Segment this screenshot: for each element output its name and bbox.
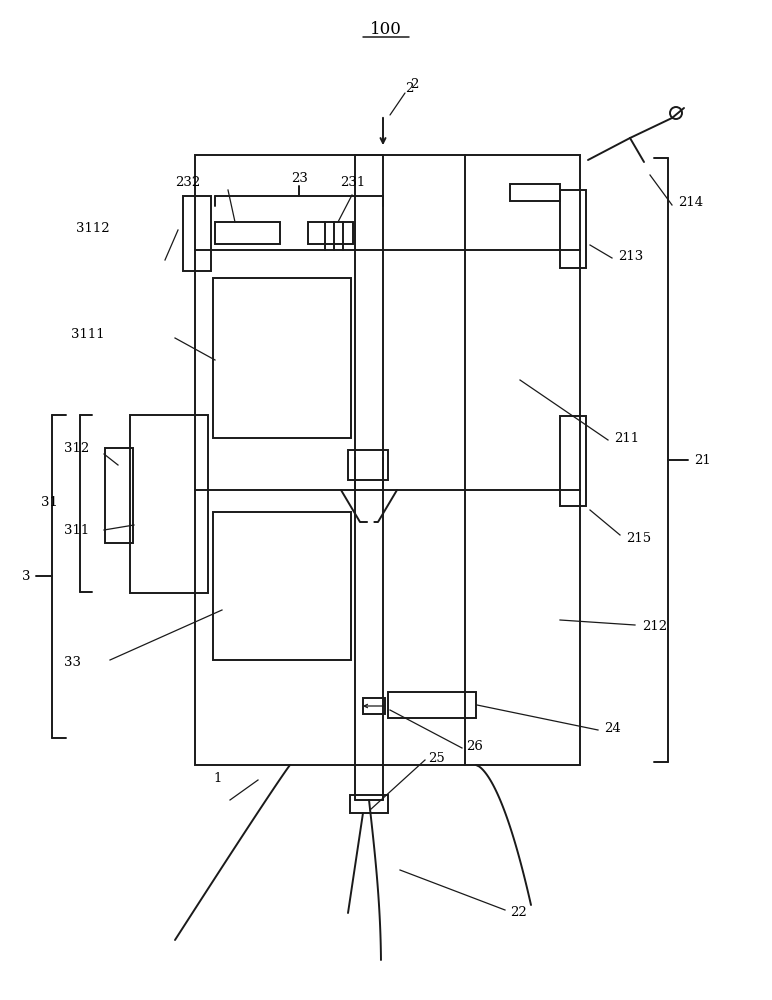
Text: 21: 21	[694, 454, 711, 466]
Text: 33: 33	[64, 656, 81, 668]
Text: 214: 214	[678, 196, 703, 209]
Text: 3111: 3111	[71, 328, 105, 342]
Bar	[388, 692, 476, 718]
Bar	[195, 155, 580, 765]
Text: 212: 212	[642, 620, 667, 634]
Text: 26: 26	[466, 740, 482, 752]
Bar	[213, 512, 351, 660]
Text: 25: 25	[428, 752, 445, 764]
Text: 1: 1	[214, 772, 222, 784]
Text: 311: 311	[64, 524, 90, 536]
Bar	[105, 448, 133, 543]
Bar	[350, 795, 388, 813]
Text: 24: 24	[604, 722, 621, 734]
Bar	[560, 416, 586, 506]
Bar	[213, 278, 351, 438]
Text: 3112: 3112	[76, 222, 110, 234]
Bar	[348, 450, 388, 480]
Bar	[308, 222, 353, 244]
Bar	[130, 415, 208, 593]
Text: 3: 3	[22, 570, 30, 582]
Bar	[510, 184, 560, 201]
Bar	[363, 698, 385, 714]
Bar	[215, 222, 280, 244]
Text: 2: 2	[410, 79, 418, 92]
Text: 2: 2	[405, 82, 413, 95]
Text: 100: 100	[370, 21, 402, 38]
Text: 215: 215	[626, 532, 651, 544]
Text: 23: 23	[292, 172, 309, 184]
Bar	[183, 196, 211, 271]
Bar	[560, 190, 586, 268]
Text: 312: 312	[64, 442, 90, 454]
Text: 231: 231	[340, 176, 365, 188]
Text: 211: 211	[614, 432, 639, 444]
Text: 213: 213	[618, 249, 643, 262]
Text: 22: 22	[510, 906, 527, 918]
Text: 232: 232	[174, 176, 200, 188]
Text: 31: 31	[41, 496, 58, 510]
